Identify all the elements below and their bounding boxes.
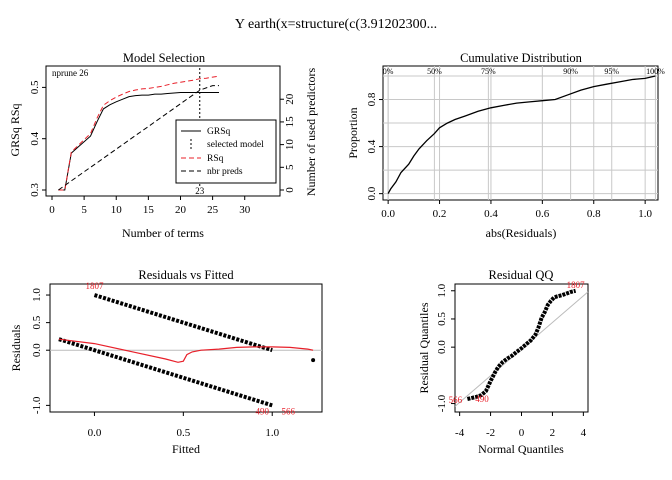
model-selection-xtick-label: 20 [175, 204, 187, 216]
series-rsq [58, 75, 220, 191]
residuals-ytick-label: 0.5 [31, 315, 43, 329]
cumulative-box [382, 65, 659, 201]
qq-ytick-label: -1.0 [436, 394, 448, 412]
qq-xlabel: Normal Quantiles [478, 442, 564, 456]
model-selection-y2tick-label: 20 [284, 93, 296, 105]
quantile-label: 90% [563, 67, 578, 76]
residuals-xlabel: Fitted [172, 442, 200, 456]
residuals-xtick-label: 0.0 [88, 427, 102, 439]
cumulative-ytick-label: 0.4 [366, 139, 378, 153]
model-selection-ytick-label: 0.3 [29, 183, 41, 197]
residuals-title: Residuals vs Fitted [138, 268, 234, 282]
legend-grsq: GRSq [207, 127, 230, 137]
model-selection-y2tick-label: 10 [284, 139, 296, 151]
qq-marks: -4 -2 0 2 4 -1.0 0.0 0.5 1.0 1807 566 490 [436, 280, 589, 439]
series-nbr-preds [58, 85, 219, 191]
qq-xtick-label: -2 [486, 427, 495, 439]
panel-cumulative-distribution: Cumulative Distribution 0% 50% 75% 90% 95% 10… [346, 51, 665, 240]
quantile-label: 100% [646, 67, 665, 76]
qq-xtick-label: 2 [550, 427, 556, 439]
model-selection-title: Model Selection [123, 51, 206, 65]
legend-rsq: RSq [207, 154, 224, 164]
model-selection-xtick-label: 5 [81, 204, 87, 216]
panel-residuals-vs-fitted: Residuals vs Fitted 0.0 0.5 1.0 -1.0 0.0 0.5 1… [9, 268, 323, 456]
quantile-label: 50% [427, 67, 442, 76]
model-selection-xtick-label: 15 [143, 204, 155, 216]
qq-xtick-label: 4 [581, 427, 587, 439]
cumulative-xtick-label: 1.0 [638, 208, 652, 220]
panel-residual-qq: Residual QQ -4 -2 0 2 4 -1.0 0.0 0.5 1.0 1807 566 4… [417, 268, 589, 456]
cumulative-curve [387, 75, 656, 194]
cumulative-xtick-label: 0.8 [587, 208, 601, 220]
residuals-ytick-label: 0.0 [31, 343, 43, 357]
quantile-label: 75% [481, 67, 496, 76]
cumulative-marks: 0% 50% 75% 90% 95% 100% 0.0 0.2 0.4 0.6 0.8 1.0 0.0 0… [366, 66, 665, 220]
cumulative-xtick-label: 0.0 [381, 208, 395, 220]
model-selection-ytick-label: 0.5 [29, 80, 41, 94]
model-selection-ylabel: GRSq RSq [8, 103, 22, 156]
cumulative-ytick-label: 0.0 [366, 186, 378, 200]
residuals-xtick-label: 1.0 [265, 427, 279, 439]
qq-ytick-label: 0.0 [436, 340, 448, 354]
quantile-label: 95% [604, 67, 619, 76]
residual-band-upper [93, 293, 273, 353]
residuals-marks: 0.0 0.5 1.0 -1.0 0.0 0.5 1.0 1807 490 566 [31, 281, 322, 439]
model-selection-xlabel: Number of terms [122, 226, 204, 240]
model-selection-y2tick-label: 0 [284, 187, 296, 193]
model-selection-xtick-label: 10 [111, 204, 123, 216]
model-selection-ytick-label: 0.4 [29, 131, 41, 145]
outlier-label: 490 [255, 406, 269, 416]
qq-points [466, 288, 577, 401]
model-selection-xtick-label: 30 [239, 204, 251, 216]
model-selection-y2tick-label: 15 [284, 116, 296, 128]
qq-ylabel: Residual Quantiles [417, 302, 431, 393]
cumulative-ytick-label: 0.8 [366, 92, 378, 106]
outlier-label: 1807 [85, 281, 104, 291]
residual-point [311, 358, 316, 363]
model-selection-xtick-label: 25 [207, 204, 219, 216]
qq-xtick-label: -4 [455, 427, 465, 439]
cumulative-xtick-label: 0.4 [484, 208, 498, 220]
selected-model-label: 23 [195, 186, 205, 196]
model-selection-y2tick-label: 5 [284, 164, 296, 170]
legend-selected: selected model [207, 140, 264, 150]
cumulative-title: Cumulative Distribution [460, 51, 583, 65]
qq-outlier-label: 566 [449, 395, 463, 405]
residuals-ytick-label: 1.0 [31, 288, 43, 302]
legend-npreds: nbr preds [207, 167, 243, 177]
qq-ytick-label: 0.5 [436, 312, 448, 326]
qq-outlier-label: 1807 [567, 280, 586, 290]
qq-title: Residual QQ [489, 268, 554, 282]
series-grsq [58, 92, 219, 191]
figure-title: Y earth(x=structure(c(3.91202300... [235, 17, 437, 32]
smooth-line [58, 338, 314, 363]
qq-ytick-label: 1.0 [436, 283, 448, 297]
cumulative-ylabel: Proportion [346, 107, 360, 158]
nprune-label: nprune 26 [52, 68, 89, 78]
residuals-box [49, 283, 323, 413]
outlier-label: 566 [281, 406, 295, 416]
panel-model-selection: Model Selection 0 5 10 15 20 25 30 0.3 0.4 0.5 0 5 1… [8, 51, 318, 240]
qq-outlier-label: 490 [475, 394, 489, 404]
model-selection-box [45, 65, 281, 197]
cumulative-xlabel: abs(Residuals) [486, 226, 557, 240]
qq-xtick-label: 0 [519, 427, 525, 439]
cumulative-xtick-label: 0.2 [433, 208, 447, 220]
model-selection-marks: 0 5 10 15 20 25 30 0.3 0.4 0.5 0 5 10 15 20 23 [29, 68, 296, 216]
model-selection-y2label: Number of used predictors [304, 68, 318, 197]
cumulative-xtick-label: 0.6 [535, 208, 549, 220]
residuals-xtick-label: 0.5 [176, 427, 190, 439]
model-selection-legend: GRSq selected model RSq nbr preds [175, 119, 277, 184]
model-selection-xtick-label: 0 [49, 204, 55, 216]
residual-band-lower [58, 337, 273, 408]
residuals-ylabel: Residuals [9, 324, 23, 371]
residuals-ytick-label: -1.0 [31, 396, 43, 414]
quantile-label: 0% [383, 67, 394, 76]
